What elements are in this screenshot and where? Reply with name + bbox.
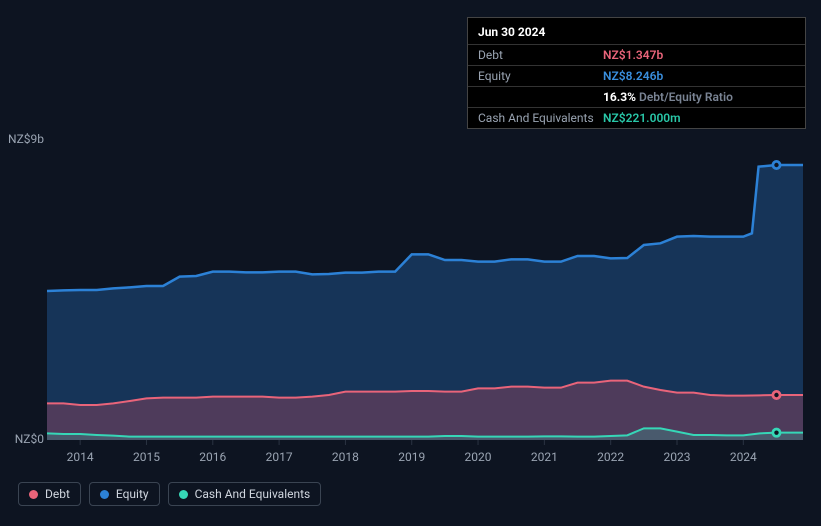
tooltip-label-ratio <box>478 90 603 104</box>
legend-swatch-cash <box>179 490 188 499</box>
x-tick-2014: 2014 <box>67 450 94 464</box>
x-tick-2024: 2024 <box>730 450 757 464</box>
legend: Debt Equity Cash And Equivalents <box>18 482 321 506</box>
x-tick-2020: 2020 <box>465 450 492 464</box>
legend-label-cash: Cash And Equivalents <box>195 487 311 501</box>
x-tick-2018: 2018 <box>332 450 359 464</box>
tooltip-value-cash: NZ$221.000m <box>603 111 681 125</box>
tooltip-ratio-pct: 16.3% <box>603 90 636 104</box>
x-tick-2019: 2019 <box>398 450 425 464</box>
legend-label-debt: Debt <box>45 487 70 501</box>
tooltip-row-debt: Debt NZ$1.347b <box>468 44 805 65</box>
x-tick-2023: 2023 <box>664 450 691 464</box>
tooltip-label-equity: Equity <box>478 69 603 83</box>
tooltip-row-cash: Cash And Equivalents NZ$221.000m <box>468 107 805 128</box>
x-tick-2017: 2017 <box>266 450 293 464</box>
tooltip-label-cash: Cash And Equivalents <box>478 111 603 125</box>
y-axis-label-max: NZ$9b <box>0 132 44 146</box>
x-tick-2022: 2022 <box>597 450 624 464</box>
tooltip-row-ratio: 16.3%Debt/Equity Ratio <box>468 86 805 107</box>
legend-item-equity[interactable]: Equity <box>89 482 160 506</box>
tooltip-label-debt: Debt <box>478 48 603 62</box>
tooltip-ratio-text: Debt/Equity Ratio <box>639 90 733 104</box>
x-tick-2015: 2015 <box>133 450 160 464</box>
tooltip-value-debt: NZ$1.347b <box>603 48 663 62</box>
legend-item-debt[interactable]: Debt <box>18 482 81 506</box>
chart-container: { "background_color": "#0d1421", "toolti… <box>0 0 821 526</box>
x-tick-2016: 2016 <box>199 450 226 464</box>
chart-tooltip: Jun 30 2024 Debt NZ$1.347b Equity NZ$8.2… <box>467 17 806 129</box>
legend-label-equity: Equity <box>116 487 149 501</box>
x-tick-2021: 2021 <box>531 450 558 464</box>
y-axis-label-min: NZ$0 <box>0 432 44 446</box>
debt-equity-chart[interactable] <box>47 140 803 446</box>
tooltip-date: Jun 30 2024 <box>468 22 805 44</box>
tooltip-row-equity: Equity NZ$8.246b <box>468 65 805 86</box>
legend-item-cash[interactable]: Cash And Equivalents <box>168 482 322 506</box>
x-axis: 2014 2015 2016 2017 2018 2019 2020 2021 2022 2023… <box>0 450 821 466</box>
tooltip-value-equity: NZ$8.246b <box>603 69 663 83</box>
legend-swatch-equity <box>100 490 109 499</box>
legend-swatch-debt <box>29 490 38 499</box>
